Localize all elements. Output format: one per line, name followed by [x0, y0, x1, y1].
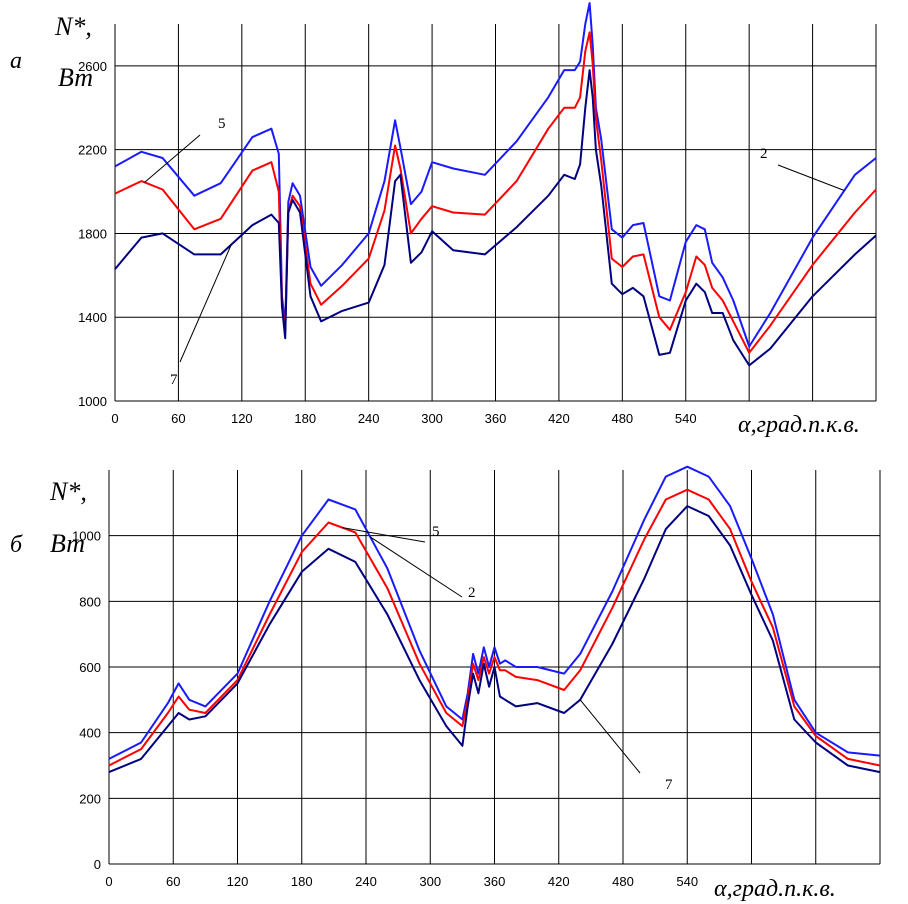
y-tick-label: 1800	[78, 226, 107, 241]
x-tick-label: 0	[111, 411, 118, 426]
x-tick-label: 120	[231, 411, 253, 426]
panel-label-b: б	[10, 532, 23, 558]
tick-labels-b: 0 60 120 180 240 300 360 420 480 540 0 200 400 600 800…	[72, 529, 698, 889]
y-tick-label: 2600	[78, 59, 107, 74]
annotation-leader-7	[179, 244, 232, 363]
y-axis-unit-b: Вт	[50, 529, 85, 558]
annotation-leader-7	[579, 699, 641, 774]
series-group-a	[114, 2, 877, 367]
x-tick-label: 300	[421, 411, 443, 426]
panel-a: 0 60 120 180 240 300 360 420 480 540 1000 1400 1800 2…	[10, 2, 877, 438]
annotation-label-7: 7	[665, 777, 673, 793]
y-axis-label-b: N*,	[49, 477, 87, 506]
series-group-b	[108, 465, 881, 774]
x-axis-label-b: α,град.п.к.в.	[714, 876, 836, 902]
annotation-label-5: 5	[432, 524, 440, 540]
tick-labels-a: 0 60 120 180 240 300 360 420 480 540 1000 1400 1800 2…	[78, 59, 697, 426]
y-tick-label: 2200	[78, 143, 107, 158]
x-tick-label: 420	[548, 874, 570, 889]
panel-label-a: а	[10, 48, 22, 74]
annotations-b: 5 2 7	[342, 524, 673, 793]
x-tick-label: 240	[355, 874, 377, 889]
x-tick-label: 360	[485, 411, 507, 426]
x-tick-label: 540	[676, 874, 698, 889]
y-axis-label-a: N*,	[54, 12, 92, 41]
annotations-a: 5 2 7	[144, 116, 845, 388]
x-tick-label: 480	[612, 874, 634, 889]
annotation-leader-2	[370, 536, 463, 598]
x-tick-label: 0	[105, 874, 112, 889]
y-tick-label: 1000	[72, 529, 101, 544]
x-tick-label: 120	[227, 874, 249, 889]
x-axis-label-a: α,град.п.к.в.	[738, 412, 860, 438]
x-tick-label: 60	[166, 874, 180, 889]
x-tick-label: 420	[548, 411, 570, 426]
y-tick-label: 1400	[78, 310, 107, 325]
annotation-leader-2	[777, 164, 845, 191]
y-tick-label: 0	[94, 857, 101, 872]
y-tick-label: 400	[79, 726, 101, 741]
x-tick-label: 300	[419, 874, 441, 889]
y-tick-label: 200	[79, 791, 101, 806]
y-axis-unit-a: Вт	[58, 63, 93, 92]
panel-b: 0 60 120 180 240 300 360 420 480 540 0 200 400 600 800…	[10, 465, 881, 902]
x-tick-label: 60	[171, 411, 185, 426]
series-line-7	[114, 69, 877, 367]
annotation-leader-5	[342, 527, 426, 543]
y-tick-label: 600	[79, 660, 101, 675]
x-tick-label: 180	[291, 874, 313, 889]
y-tick-label: 1000	[78, 394, 107, 409]
annotation-label-2: 2	[468, 585, 476, 601]
series-line-7	[108, 505, 881, 774]
grid-a	[114, 24, 877, 402]
annotation-label-2: 2	[760, 146, 768, 162]
series-line-5	[108, 488, 881, 767]
annotation-label-5: 5	[218, 116, 226, 132]
x-tick-label: 540	[675, 411, 697, 426]
x-tick-label: 360	[484, 874, 506, 889]
x-tick-label: 180	[294, 411, 316, 426]
series-line-2	[108, 465, 881, 760]
x-tick-label: 240	[358, 411, 380, 426]
grid-b	[108, 470, 881, 865]
annotation-leader-5	[144, 134, 201, 183]
x-tick-label: 480	[611, 411, 633, 426]
annotation-label-7: 7	[170, 372, 178, 388]
y-tick-label: 800	[79, 594, 101, 609]
